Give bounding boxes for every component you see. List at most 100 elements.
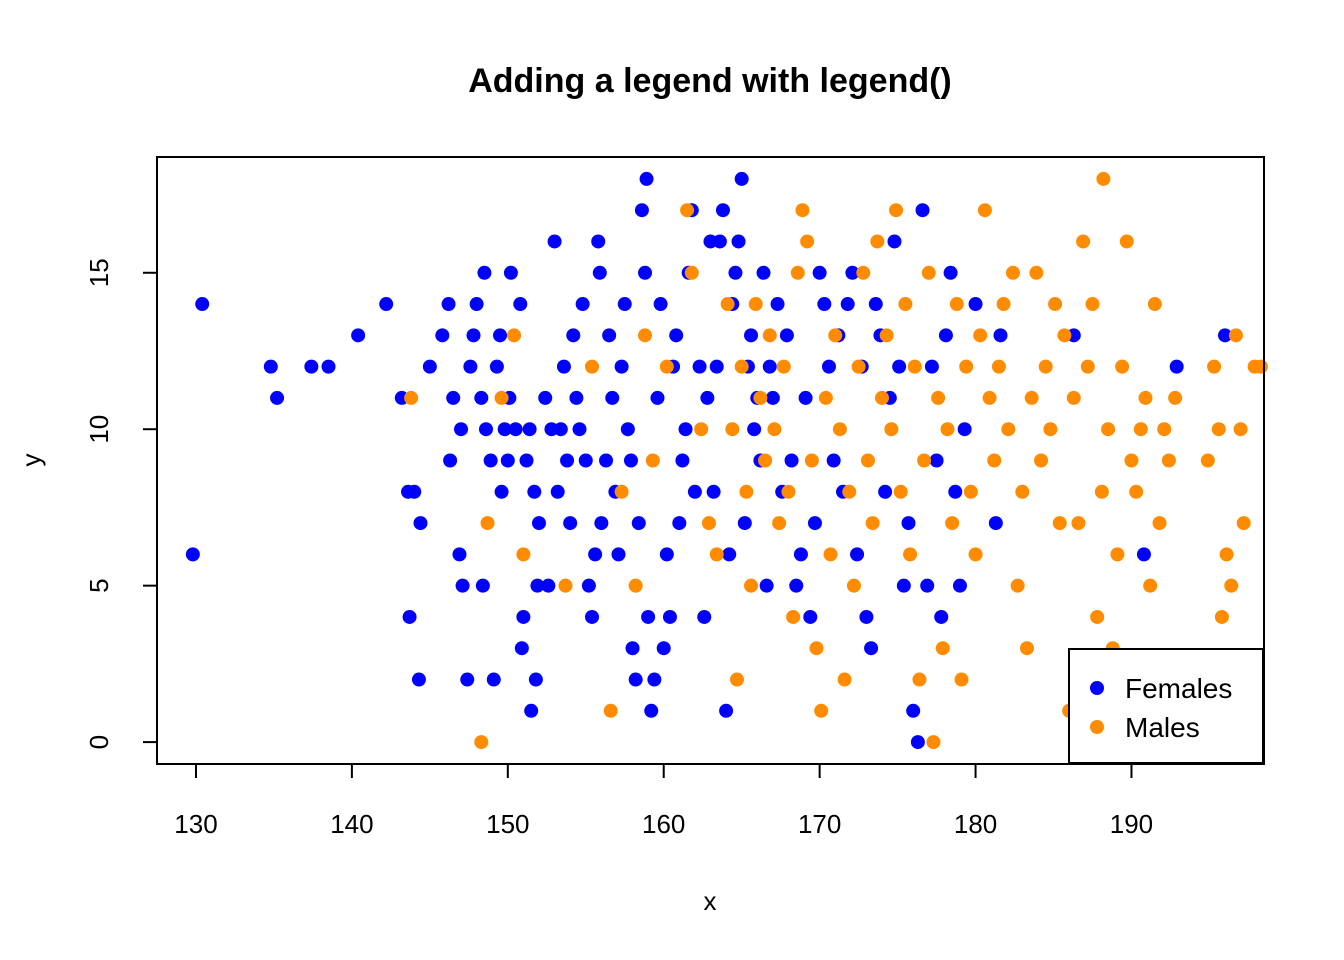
point-females-22 — [460, 672, 475, 687]
point-females-114 — [734, 171, 749, 186]
point-females-130 — [793, 547, 808, 562]
point-males-49 — [860, 453, 875, 468]
y-tick-label: 10 — [84, 415, 114, 444]
point-females-165 — [957, 422, 972, 437]
point-males-126 — [1253, 359, 1268, 374]
point-males-38 — [809, 641, 824, 656]
point-males-117 — [1207, 359, 1222, 374]
point-males-109 — [1138, 390, 1153, 405]
x-tick-label: 130 — [174, 809, 217, 839]
point-females-140 — [840, 297, 855, 312]
point-females-19 — [452, 547, 467, 562]
point-males-19 — [720, 297, 735, 312]
point-females-121 — [756, 265, 771, 280]
point-females-163 — [948, 484, 963, 499]
point-males-93 — [1066, 390, 1081, 405]
point-males-87 — [1038, 359, 1053, 374]
point-females-155 — [910, 735, 925, 750]
point-males-21 — [730, 672, 745, 687]
y-tick-label: 5 — [84, 578, 114, 592]
point-females-85 — [641, 609, 656, 624]
point-males-51 — [870, 234, 885, 249]
point-females-108 — [715, 203, 730, 218]
point-males-95 — [1076, 234, 1091, 249]
point-males-39 — [814, 703, 829, 718]
point-males-76 — [987, 453, 1002, 468]
point-males-56 — [893, 484, 908, 499]
point-males-0 — [404, 390, 419, 405]
point-males-83 — [1020, 641, 1035, 656]
x-tick-label: 160 — [642, 809, 685, 839]
point-females-56 — [556, 359, 571, 374]
point-males-86 — [1034, 453, 1049, 468]
point-females-79 — [625, 641, 640, 656]
point-males-37 — [804, 453, 819, 468]
point-females-167 — [988, 516, 1003, 531]
point-females-137 — [826, 453, 841, 468]
point-males-97 — [1085, 297, 1100, 312]
point-females-168 — [993, 328, 1008, 343]
y-tick-label: 0 — [84, 735, 114, 749]
point-males-35 — [795, 203, 810, 218]
point-males-31 — [776, 359, 791, 374]
point-females-41 — [514, 641, 529, 656]
point-females-144 — [859, 609, 874, 624]
point-females-83 — [638, 265, 653, 280]
point-males-17 — [701, 516, 716, 531]
point-females-115 — [737, 516, 752, 531]
point-females-128 — [784, 453, 799, 468]
point-males-61 — [917, 453, 932, 468]
point-females-68 — [592, 265, 607, 280]
point-females-80 — [628, 672, 643, 687]
point-females-134 — [812, 265, 827, 280]
point-females-145 — [864, 641, 879, 656]
y-axis: 0 5 10 15 — [84, 258, 158, 749]
point-females-18 — [446, 390, 461, 405]
point-males-79 — [1001, 422, 1016, 437]
point-females-21 — [455, 578, 470, 593]
point-males-18 — [709, 547, 724, 562]
point-males-119 — [1214, 609, 1229, 624]
point-females-27 — [475, 578, 490, 593]
legend-box — [1068, 648, 1264, 764]
point-females-84 — [639, 171, 654, 186]
point-males-27 — [758, 453, 773, 468]
point-females-100 — [687, 484, 702, 499]
point-males-101 — [1101, 422, 1116, 437]
point-males-1 — [474, 735, 489, 750]
point-females-77 — [620, 422, 635, 437]
point-males-75 — [982, 390, 997, 405]
point-males-40 — [818, 390, 833, 405]
point-males-59 — [907, 359, 922, 374]
point-females-7 — [379, 297, 394, 312]
point-males-9 — [614, 484, 629, 499]
point-males-57 — [898, 297, 913, 312]
legend-label-males: Males — [1125, 712, 1200, 743]
point-females-95 — [672, 516, 687, 531]
point-females-123 — [762, 359, 777, 374]
point-females-127 — [779, 328, 794, 343]
point-females-103 — [700, 390, 715, 405]
point-females-172 — [1218, 328, 1233, 343]
point-females-164 — [952, 578, 967, 593]
point-females-63 — [578, 453, 593, 468]
point-males-81 — [1010, 578, 1025, 593]
point-females-61 — [572, 422, 587, 437]
point-males-115 — [1168, 390, 1183, 405]
point-males-78 — [996, 297, 1011, 312]
point-males-122 — [1228, 328, 1243, 343]
point-females-5 — [321, 359, 336, 374]
point-females-45 — [524, 703, 539, 718]
point-males-64 — [931, 390, 946, 405]
point-males-67 — [945, 516, 960, 531]
point-females-132 — [803, 609, 818, 624]
point-males-4 — [507, 328, 522, 343]
point-males-54 — [884, 422, 899, 437]
point-males-8 — [603, 703, 618, 718]
point-females-70 — [599, 453, 614, 468]
point-females-122 — [759, 578, 774, 593]
y-tick-label: 15 — [84, 258, 114, 287]
point-females-71 — [602, 328, 617, 343]
point-females-6 — [351, 328, 366, 343]
point-males-63 — [926, 735, 941, 750]
